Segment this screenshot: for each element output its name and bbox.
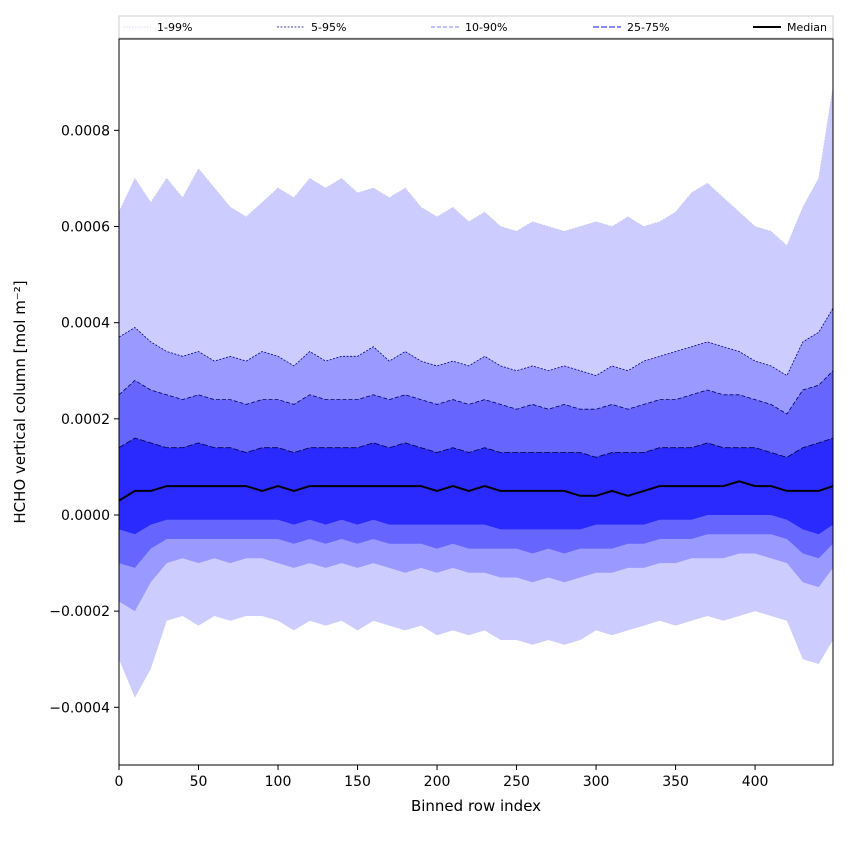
y-axis-ticks: −0.0004 −0.0002 0.0000 0.0002 0.0004 0.0006 0.… (49, 123, 119, 716)
percentile-bands (119, 87, 833, 698)
band-line-1-99pct (118, 87, 834, 247)
y-axis-label: HCHO vertical column [mol m⁻²] (11, 280, 29, 523)
legend-box (118, 15, 834, 39)
y-tick-label: −0.0002 (49, 604, 110, 620)
median-layer (118, 480, 834, 502)
legend-label: Median (787, 21, 827, 34)
band-line-5-95pct (118, 307, 834, 377)
legend-label: 25-75% (627, 21, 669, 34)
y-tick-label: 0.0002 (61, 412, 110, 428)
band-25-75pct (119, 438, 833, 535)
x-tick-label: 100 (265, 774, 292, 790)
x-tick-label: 0 (115, 774, 124, 790)
y-tick-label: 0.0006 (61, 220, 110, 236)
x-tick-label: 300 (583, 774, 610, 790)
legend-label: 5-95% (311, 21, 346, 34)
percentile-lines (118, 87, 834, 458)
x-tick-label: 50 (190, 774, 208, 790)
band-line-25-75pct (118, 437, 834, 458)
legend: 1-99% 5-95% 10-90% 25-75% Median (118, 15, 834, 39)
y-tick-label: −0.0004 (49, 700, 110, 716)
x-tick-label: 200 (424, 774, 451, 790)
y-tick-label: 0.0004 (61, 316, 110, 332)
x-tick-label: 150 (344, 774, 371, 790)
x-tick-label: 350 (662, 774, 689, 790)
x-axis-label: Binned row index (411, 797, 541, 815)
x-axis-ticks: 0 50 100 150 200 250 300 350 400 (115, 765, 769, 790)
plot-frame (118, 38, 834, 766)
legend-label: 1-99% (157, 21, 192, 34)
y-tick-label: 0.0008 (61, 123, 110, 139)
x-tick-label: 250 (503, 774, 530, 790)
x-tick-label: 400 (742, 774, 769, 790)
y-tick-label: 0.0000 (61, 508, 110, 524)
median-line (118, 480, 834, 502)
band-line-10-90pct (118, 370, 834, 415)
legend-label: 10-90% (465, 21, 507, 34)
